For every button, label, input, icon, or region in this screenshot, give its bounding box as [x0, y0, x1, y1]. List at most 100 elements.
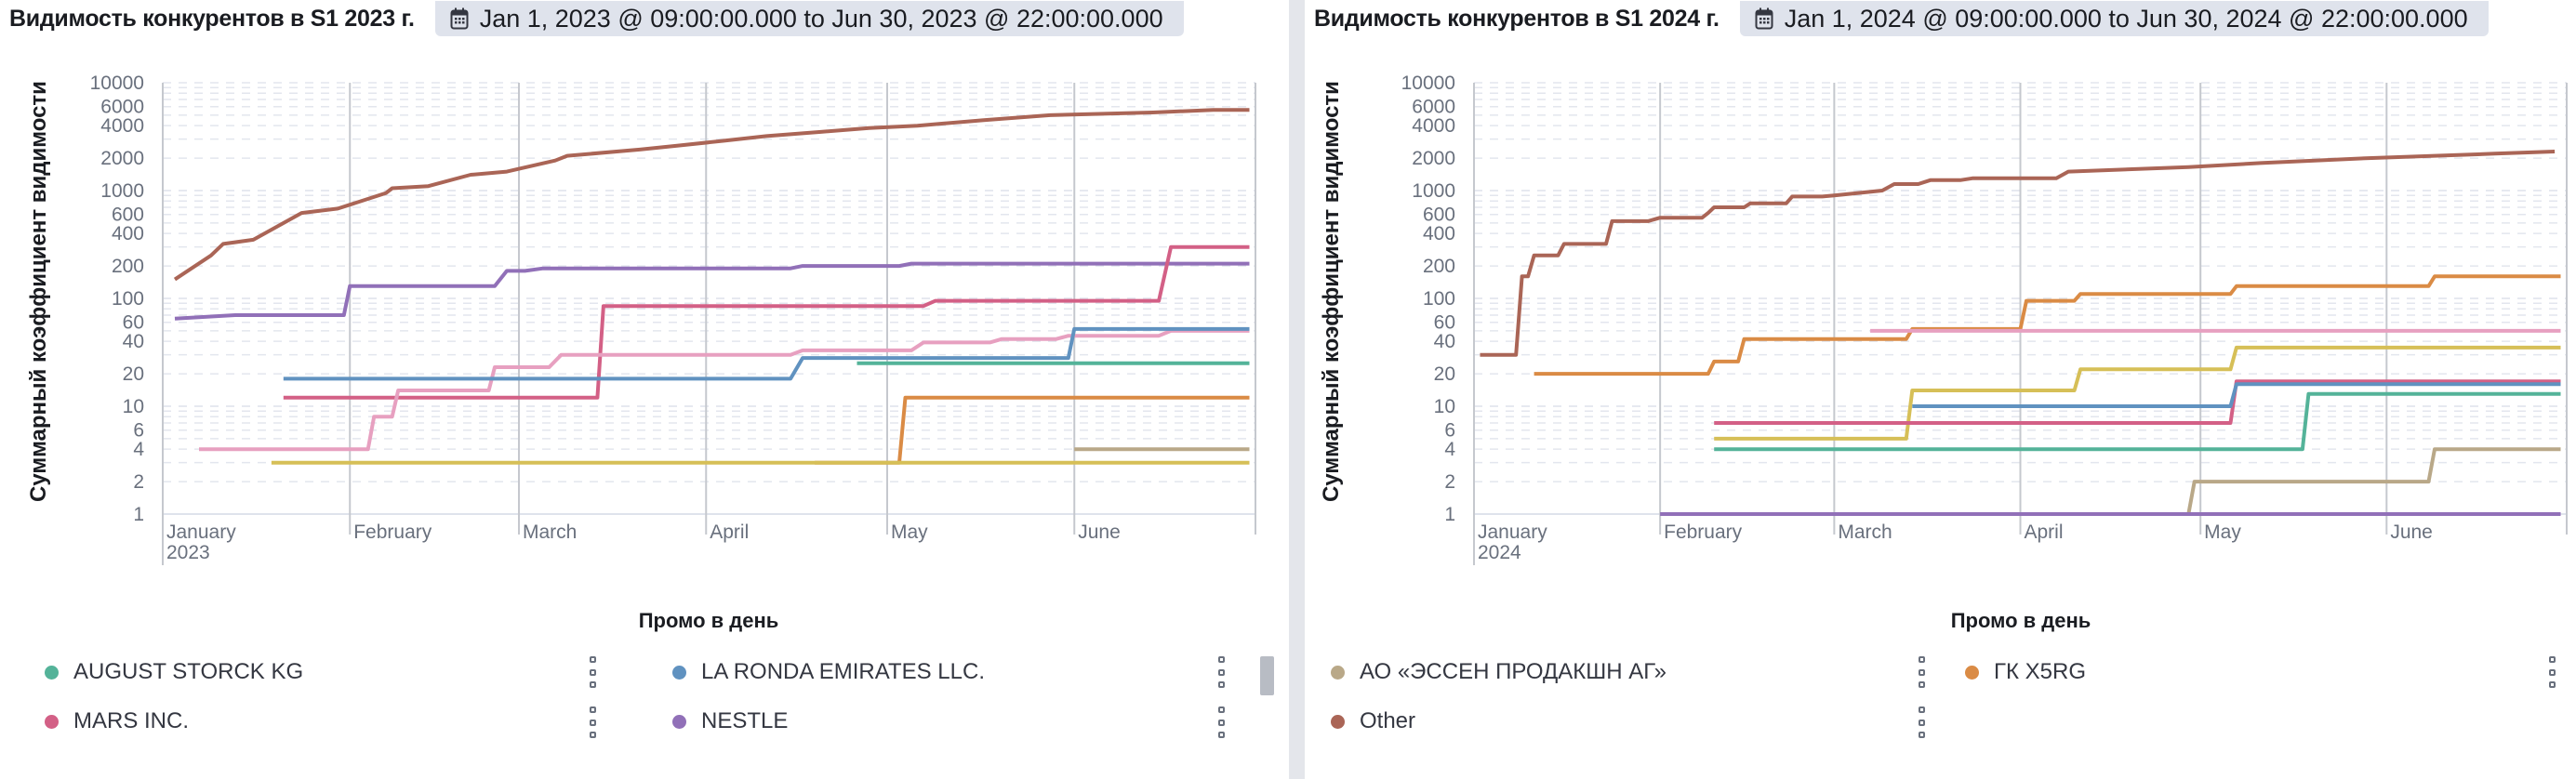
legend-item-essen[interactable]: АО «ЭССЕН ПРОДАКШН АГ» [1331, 655, 1666, 689]
panel-header: Видимость конкурентов в S1 2023 г. Jan 1… [9, 0, 1184, 37]
legend-label: MARS INC. [73, 708, 190, 733]
legend-label: AUGUST STORCK KG [73, 659, 304, 684]
y-tick-label: 60 [1434, 312, 1455, 334]
legend-item-la-ronda[interactable]: LA RONDA EMIRATES LLC. [672, 655, 985, 689]
x-axis-title: Промо в день [638, 609, 779, 632]
legend-label: АО «ЭССЕН ПРОДАКШН АГ» [1360, 659, 1666, 684]
series-line[interactable] [283, 244, 1250, 400]
panel-title: Видимость конкурентов в S1 2024 г. [1314, 5, 1720, 32]
legend-item-menu-icon[interactable] [1218, 656, 1226, 688]
legend-color-dot [672, 714, 686, 729]
calendar-icon [1755, 7, 1773, 30]
series-line[interactable] [1714, 391, 2561, 452]
y-tick-label: 1000 [100, 180, 144, 202]
legend-item-menu-icon[interactable] [1218, 706, 1226, 738]
y-axis-title: Суммарный коэффициент видимости [26, 81, 51, 502]
x-tick-label: February [353, 522, 432, 543]
series-line[interactable] [199, 328, 1250, 452]
date-range-badge[interactable]: Jan 1, 2024 @ 09:00:00.000 to Jun 30, 20… [1739, 1, 2489, 36]
y-tick-label: 600 [112, 205, 144, 226]
y-axis-title: Суммарный коэффициент видимости [1319, 81, 1344, 502]
legend-item-menu-icon[interactable] [1919, 656, 1926, 688]
legend-item-mars[interactable]: MARS INC. [45, 705, 189, 738]
y-tick-label: 4 [1444, 439, 1455, 460]
legend-item-menu-icon[interactable] [2549, 656, 2556, 688]
legend-item-menu-icon[interactable] [590, 706, 597, 738]
x-tick-label: May [891, 522, 928, 543]
y-tick-label: 20 [1434, 363, 1455, 385]
y-tick-label: 6000 [1412, 97, 1455, 118]
panel-header: Видимость конкурентов в S1 2024 г. Jan 1… [1314, 0, 2489, 37]
y-tick-label: 10 [1434, 396, 1455, 417]
grid [162, 82, 1256, 565]
x-axis-title: Промо в день [1950, 609, 2091, 632]
y-tick-label: 6 [1444, 420, 1455, 442]
x-tick-year: 2024 [1478, 542, 1521, 563]
date-range-text: Jan 1, 2023 @ 09:00:00.000 to Jun 30, 20… [479, 4, 1163, 33]
y-tick-label: 6 [133, 420, 144, 442]
x-tick-year: 2023 [166, 542, 210, 563]
x-tick-label: January [166, 522, 236, 543]
legend-item-menu-icon[interactable] [590, 656, 597, 688]
y-tick-label: 2 [1444, 471, 1455, 493]
series-line[interactable] [1534, 274, 2561, 376]
y-tick-label: 10000 [90, 73, 144, 94]
y-tick-label: 1 [133, 504, 144, 525]
y-tick-label: 4000 [1412, 115, 1455, 137]
y-tick-label: 200 [1423, 256, 1455, 277]
y-tick-label: 40 [1434, 331, 1455, 352]
series-line[interactable] [1912, 382, 2561, 408]
legend-color-dot [1331, 665, 1345, 680]
y-tick-label: 6000 [100, 97, 144, 118]
y-tick-label: 10000 [1401, 73, 1455, 94]
series-line[interactable] [1480, 150, 2556, 357]
y-tick-label: 2000 [1412, 148, 1455, 169]
legend-color-dot [672, 665, 686, 680]
legend-item-x5rg[interactable]: ГК X5RG [1965, 655, 2086, 689]
y-tick-label: 400 [112, 223, 144, 244]
y-tick-label: 600 [1423, 205, 1455, 226]
x-tick-label: March [1838, 522, 1892, 543]
y-tick-label: 60 [123, 312, 144, 334]
legend-item-other[interactable]: Other [1331, 705, 1415, 738]
legend-color-dot [45, 665, 59, 680]
panel-2024: Видимость конкурентов в S1 2024 г. Jan 1… [1305, 0, 2576, 779]
series-line[interactable] [174, 261, 1250, 321]
y-tick-label: 2000 [100, 148, 144, 169]
series-line[interactable] [1714, 345, 2561, 441]
date-range-badge[interactable]: Jan 1, 2023 @ 09:00:00.000 to Jun 30, 20… [434, 1, 1184, 36]
y-tick-label: 1000 [1412, 180, 1455, 202]
legend-color-dot [1965, 665, 1979, 680]
y-tick-label: 100 [1423, 288, 1455, 310]
legend-item-nestle[interactable]: NESTLE [672, 705, 788, 738]
y-tick-label: 20 [123, 363, 144, 385]
panel-2023: Видимость конкурентов в S1 2023 г. Jan 1… [0, 0, 1289, 738]
y-tick-label: 10 [123, 396, 144, 417]
series-line[interactable] [173, 108, 1250, 282]
legend-item-august-storck[interactable]: AUGUST STORCK KG [45, 655, 303, 689]
legend-scrollbar[interactable] [1260, 656, 1274, 695]
x-tick-label: May [2204, 522, 2241, 543]
y-tick-label: 4000 [100, 115, 144, 137]
legend-label: Other [1360, 708, 1416, 733]
x-tick-label: June [1078, 522, 1121, 543]
legend-item-menu-icon[interactable] [1919, 706, 1926, 738]
date-range-text: Jan 1, 2024 @ 09:00:00.000 to Jun 30, 20… [1784, 4, 2468, 33]
legend-label: NESTLE [701, 708, 789, 733]
x-tick-label: April [2025, 522, 2064, 543]
y-tick-label: 40 [123, 331, 144, 352]
panel-divider [1289, 0, 1305, 779]
series-line[interactable] [283, 326, 1250, 381]
y-tick-label: 4 [133, 439, 144, 460]
x-tick-label: June [2390, 522, 2433, 543]
legend-label: ГК X5RG [1994, 659, 2086, 684]
legend-color-dot [1331, 714, 1345, 729]
calendar-icon [450, 7, 469, 30]
legend-color-dot [45, 714, 59, 729]
panel-title: Видимость конкурентов в S1 2023 г. [9, 5, 415, 32]
legend-label: LA RONDA EMIRATES LLC. [701, 659, 985, 684]
y-tick-label: 200 [112, 256, 144, 277]
x-tick-label: March [523, 522, 577, 543]
